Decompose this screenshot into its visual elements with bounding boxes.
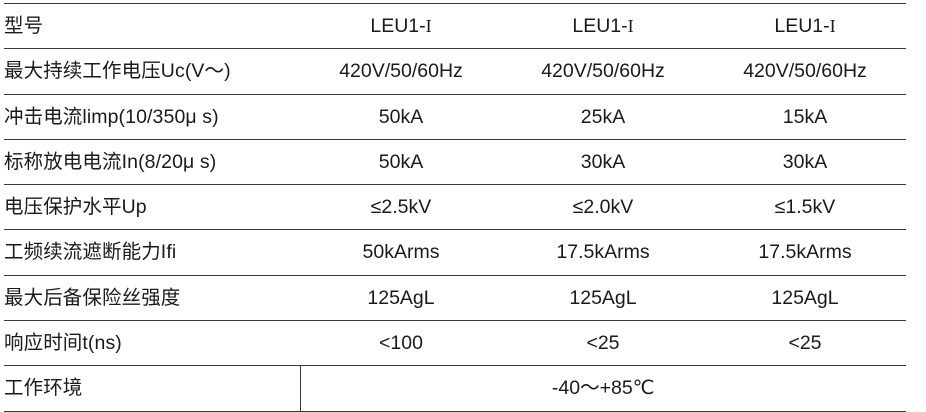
row-label-nominal-discharge-current: 标称放电电流In(8/20μ s): [4, 138, 300, 185]
table-row: 型号 LEU1-I LEU1-I LEU1-I: [4, 2, 906, 49]
model-suffix-roman-numeral: I: [829, 15, 836, 36]
cell-max-backup-fuse-col1: 125AgL: [300, 274, 502, 321]
cell-max-continuous-voltage-col2: 420V/50/60Hz: [502, 48, 704, 95]
row-label-response-time: 响应时间t(ns): [4, 320, 300, 366]
cell-response-time-col3: <25: [704, 320, 906, 366]
row-label-model: 型号: [4, 2, 300, 49]
row-label-follow-current-interrupting: 工频续流遮断能力Ifi: [4, 229, 300, 276]
cell-follow-current-interrupting-col2: 17.5kArms: [502, 229, 704, 276]
row-label-operating-environment: 工作环境: [4, 365, 300, 412]
cell-nominal-discharge-current-col1: 50kA: [300, 138, 502, 185]
row-label-impulse-current: 冲击电流limp(10/350μ s): [4, 93, 300, 140]
cell-impulse-current-col3: 15kA: [704, 93, 906, 140]
cell-nominal-discharge-current-col2: 30kA: [502, 138, 704, 185]
cell-max-backup-fuse-col3: 125AgL: [704, 274, 906, 321]
cell-impulse-current-col1: 50kA: [300, 93, 502, 140]
cell-max-continuous-voltage-col1: 420V/50/60Hz: [300, 48, 502, 95]
table-row: 冲击电流limp(10/350μ s) 50kA 25kA 15kA: [4, 93, 906, 140]
cell-operating-environment-merged: -40～+85℃: [299, 365, 906, 412]
cell-model-col2: LEU1-I: [502, 2, 704, 49]
row-label-max-backup-fuse: 最大后备保险丝强度: [4, 274, 300, 321]
cell-max-continuous-voltage-col3: 420V/50/60Hz: [704, 48, 906, 95]
row-label-max-continuous-voltage: 最大持续工作电压Uc(V～): [4, 48, 300, 95]
cell-impulse-current-col2: 25kA: [502, 93, 704, 140]
table-row: 工频续流遮断能力Ifi 50kArms 17.5kArms 17.5kArms: [4, 229, 906, 276]
cell-response-time-col1: <100: [300, 320, 502, 366]
cell-follow-current-interrupting-col1: 50kArms: [300, 229, 502, 276]
table-row: 响应时间t(ns) <100 <25 <25: [4, 320, 906, 366]
row-label-voltage-protection-level: 电压保护水平Up: [4, 184, 300, 230]
cell-model-col1: LEU1-I: [300, 2, 502, 49]
cell-response-time-col2: <25: [502, 320, 704, 366]
cell-follow-current-interrupting-col3: 17.5kArms: [704, 229, 906, 276]
model-suffix-roman-numeral: I: [425, 15, 432, 36]
cell-voltage-protection-level-col3: ≤1.5kV: [704, 184, 906, 230]
model-suffix-roman-numeral: I: [627, 15, 634, 36]
table-row: 标称放电电流In(8/20μ s) 50kA 30kA 30kA: [4, 138, 906, 185]
cell-nominal-discharge-current-col3: 30kA: [704, 138, 906, 185]
table-row: 工作环境 -40～+85℃: [4, 365, 906, 412]
table-row: 最大后备保险丝强度 125AgL 125AgL 125AgL: [4, 274, 906, 321]
cell-max-backup-fuse-col2: 125AgL: [502, 274, 704, 321]
cell-voltage-protection-level-col1: ≤2.5kV: [300, 184, 502, 230]
cell-model-col3: LEU1-I: [704, 2, 906, 49]
table-row: 电压保护水平Up ≤2.5kV ≤2.0kV ≤1.5kV: [4, 184, 906, 230]
cell-voltage-protection-level-col2: ≤2.0kV: [502, 184, 704, 230]
table-row: 最大持续工作电压Uc(V～) 420V/50/60Hz 420V/50/60Hz…: [4, 48, 906, 95]
product-specification-table: 型号 LEU1-I LEU1-I LEU1-I 最大持续工作电压Uc(V～) 4…: [4, 2, 906, 412]
